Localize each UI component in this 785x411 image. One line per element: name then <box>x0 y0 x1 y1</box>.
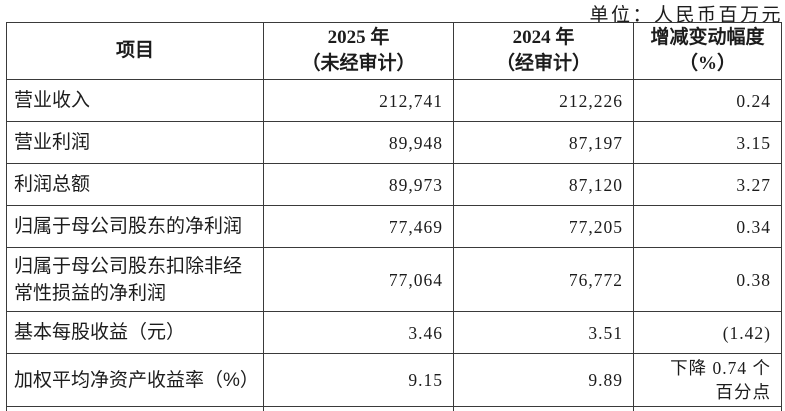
cell-change-value: (1.42) <box>633 311 782 354</box>
cell-2024-value: 212,226 <box>453 79 634 122</box>
cell-2025-value: 212,741 <box>263 79 454 122</box>
col-header-item: 项目 <box>6 22 264 80</box>
table-row-basic-eps: 基本每股收益（元） 3.46 3.51 (1.42) <box>6 311 782 354</box>
cell-item: 营业收入 <box>6 79 264 122</box>
cell-2025-value: 89,973 <box>263 163 454 206</box>
cell-2024-value: 76,772 <box>453 247 634 312</box>
col-header-2024-line1: 2024 年 <box>512 27 575 48</box>
cell-2025-value: 77,469 <box>263 205 454 248</box>
table-header-row: 项目 2025 年 （未经审计） 2024 年 （经审计） 增减变动幅度 （%） <box>6 22 782 80</box>
cell-2025-value: 77,064 <box>263 247 454 312</box>
cell-2025-value: 9.15 <box>263 353 454 407</box>
table-row-net-profit-excl-nonrecurring: 归属于母公司股东扣除非经常性损益的净利润 77,064 76,772 0.38 <box>6 247 782 312</box>
col-header-change-line2: （%） <box>678 53 736 74</box>
cell-change-value: 3.15 <box>633 121 782 164</box>
cell-change-line2: 百分点 <box>715 382 771 402</box>
cell-item: 归属于母公司股东的净利润 <box>6 205 264 248</box>
cell-item: 利润总额 <box>6 163 264 206</box>
cell-item: 基本每股收益（元） <box>6 311 264 354</box>
unit-note: 单位：人民币百万元 <box>589 5 783 26</box>
table-row-revenue: 营业收入 212,741 212,226 0.24 <box>6 79 782 122</box>
table-row-operating-profit: 营业利润 89,948 87,197 3.15 <box>6 121 782 164</box>
cell-change-value: 下降 0.74 个 百分点 <box>633 353 782 407</box>
cell-item: 营业利润 <box>6 121 264 164</box>
table-row-net-profit-parent: 归属于母公司股东的净利润 77,469 77,205 0.34 <box>6 205 782 248</box>
cell-2025-empty <box>263 406 454 411</box>
cell-2024-value: 87,120 <box>453 163 634 206</box>
table-row-cutoff <box>6 406 782 411</box>
cell-change-value: 0.24 <box>633 79 782 122</box>
cell-2024-value: 77,205 <box>453 205 634 248</box>
financial-summary-table: 项目 2025 年 （未经审计） 2024 年 （经审计） 增减变动幅度 （%）… <box>6 22 782 411</box>
cell-item-empty <box>6 406 264 411</box>
col-header-2024: 2024 年 （经审计） <box>453 22 634 80</box>
col-header-2025-line2: （未经审计） <box>301 53 416 74</box>
cell-change-value: 3.27 <box>633 163 782 206</box>
cell-change-value: 0.34 <box>633 205 782 248</box>
col-header-item-label: 项目 <box>115 40 154 61</box>
col-header-change: 增减变动幅度 （%） <box>633 22 782 80</box>
col-header-change-line1: 增减变动幅度 <box>650 27 765 48</box>
cell-2025-value: 89,948 <box>263 121 454 164</box>
col-header-2025: 2025 年 （未经审计） <box>263 22 454 80</box>
cell-item: 加权平均净资产收益率（%） <box>6 353 264 407</box>
table-row-total-profit: 利润总额 89,973 87,120 3.27 <box>6 163 782 206</box>
cell-change-line1: 下降 0.74 个 <box>670 358 771 378</box>
cell-change-value: 0.38 <box>633 247 782 312</box>
cell-2024-value: 9.89 <box>453 353 634 407</box>
cell-2024-value: 87,197 <box>453 121 634 164</box>
table-row-weighted-avg-roe: 加权平均净资产收益率（%） 9.15 9.89 下降 0.74 个 百分点 <box>6 353 782 407</box>
cell-2024-empty <box>453 406 634 411</box>
cell-2025-value: 3.46 <box>263 311 454 354</box>
cell-2024-value: 3.51 <box>453 311 634 354</box>
col-header-2024-line2: （经审计） <box>495 53 591 74</box>
col-header-2025-line1: 2025 年 <box>327 27 390 48</box>
cell-change-empty <box>633 406 782 411</box>
cell-item: 归属于母公司股东扣除非经常性损益的净利润 <box>6 247 264 312</box>
